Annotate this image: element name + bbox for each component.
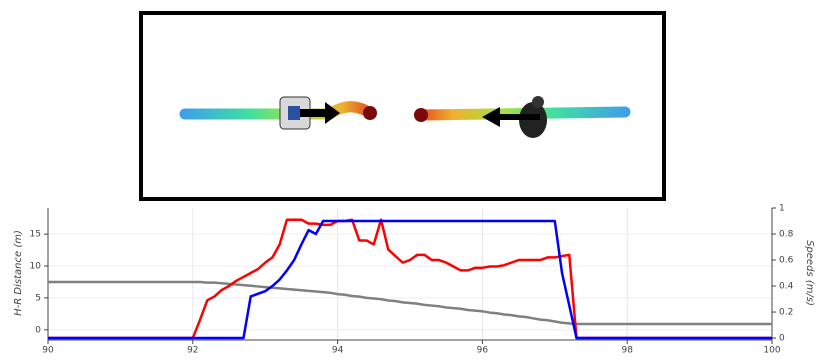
robot-arrow bbox=[300, 102, 340, 124]
x-tick-label: 94 bbox=[332, 346, 344, 356]
robot-body bbox=[288, 106, 300, 120]
x-tick-label: 96 bbox=[477, 346, 489, 356]
y-axis-label: H-R Distance (m) bbox=[13, 230, 24, 316]
scene-frame bbox=[139, 11, 666, 201]
x-tick-label: 92 bbox=[187, 346, 198, 356]
x-tick-label: 100 bbox=[763, 346, 780, 356]
series-line bbox=[48, 219, 772, 340]
y2-tick-label: 0.4 bbox=[779, 282, 794, 292]
y-tick-label: 15 bbox=[30, 230, 41, 240]
y-tick-label: 10 bbox=[30, 262, 42, 272]
human-arrow bbox=[482, 107, 540, 127]
y2-tick-label: 1 bbox=[779, 204, 785, 214]
y2-tick-label: 0.6 bbox=[779, 256, 794, 266]
y2-tick-label: 0.2 bbox=[779, 308, 793, 318]
series-line bbox=[48, 280, 772, 326]
y2-tick-label: 0 bbox=[779, 334, 785, 344]
y-tick-label: 0 bbox=[35, 325, 41, 335]
x-tick-label: 90 bbox=[42, 346, 54, 356]
human-head bbox=[532, 96, 544, 108]
human-goal bbox=[414, 108, 428, 122]
scene bbox=[139, 11, 666, 201]
y2-axis-label: Speeds (m/s) bbox=[804, 240, 815, 306]
series-line bbox=[48, 218, 772, 340]
y2-tick-label: 0.8 bbox=[779, 230, 794, 240]
x-tick-label: 98 bbox=[621, 346, 633, 356]
robot-goal bbox=[363, 106, 377, 120]
y-tick-label: 5 bbox=[35, 293, 41, 303]
